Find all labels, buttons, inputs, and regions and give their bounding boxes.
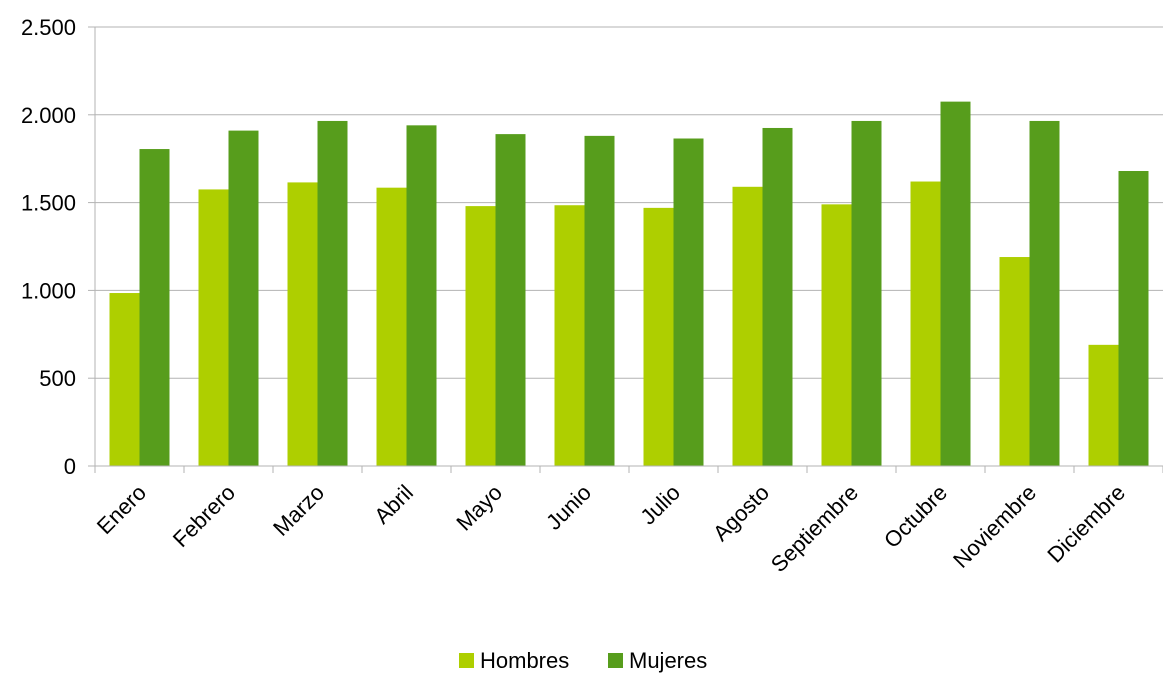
x-tick-label: Junio — [541, 480, 596, 535]
x-tick-label: Julio — [635, 480, 685, 530]
bar-hombres-julio — [643, 207, 674, 467]
bars — [109, 101, 1149, 467]
x-tick-label: Septiembre — [766, 480, 863, 577]
bar-hombres-septiembre — [821, 204, 852, 466]
bar-mujeres-agosto — [762, 127, 793, 466]
bar-mujeres-septiembre — [851, 120, 882, 467]
y-tick-label: 1.000 — [21, 278, 76, 303]
y-tick-labels: 0 500 1.000 1.500 2.000 2.500 — [21, 15, 76, 479]
bar-hombres-diciembre — [1088, 344, 1119, 466]
x-tick-label: Noviembre — [948, 480, 1041, 573]
x-tick-label: Marzo — [268, 480, 329, 541]
x-tick-label: Febrero — [168, 480, 240, 552]
y-tick-label: 1.500 — [21, 191, 76, 216]
legend: Hombres Mujeres — [459, 648, 707, 673]
bar-mujeres-noviembre — [1029, 120, 1060, 467]
bar-mujeres-mayo — [495, 134, 526, 466]
legend-label-hombres: Hombres — [480, 648, 569, 673]
x-tick-label: Agosto — [708, 480, 774, 546]
bar-mujeres-enero — [139, 149, 170, 467]
bar-hombres-noviembre — [999, 257, 1030, 466]
x-tick-label: Abril — [369, 480, 418, 529]
x-tick-label: Enero — [92, 480, 151, 539]
legend-swatch-mujeres — [608, 653, 623, 668]
bar-hombres-mayo — [465, 206, 496, 466]
bar-hombres-marzo — [287, 182, 318, 466]
bar-hombres-abril — [376, 187, 407, 466]
bar-hombres-junio — [554, 205, 585, 466]
bar-mujeres-julio — [673, 138, 704, 467]
bar-mujeres-junio — [584, 135, 615, 466]
x-tick-label: Diciembre — [1042, 480, 1130, 568]
bar-mujeres-abril — [406, 125, 437, 466]
x-tick-label: Octubre — [879, 480, 952, 553]
legend-swatch-hombres — [459, 653, 474, 668]
legend-label-mujeres: Mujeres — [629, 648, 707, 673]
y-tick-label: 2.000 — [21, 103, 76, 128]
x-tick-label: Mayo — [451, 480, 507, 536]
bar-mujeres-febrero — [228, 130, 259, 466]
bar-mujeres-diciembre — [1118, 170, 1149, 466]
x-tick-labels: Enero Febrero Marzo Abril Mayo Junio Julio Agos… — [92, 480, 1130, 577]
grid-lines — [95, 26, 1163, 379]
bar-mujeres-marzo — [317, 120, 348, 467]
y-tick-label: 2.500 — [21, 15, 76, 40]
y-tick-label: 500 — [39, 366, 76, 391]
y-tick-label: 0 — [64, 454, 76, 479]
bar-hombres-agosto — [732, 186, 763, 466]
bar-hombres-febrero — [198, 189, 229, 466]
bar-hombres-octubre — [910, 181, 941, 466]
bar-mujeres-octubre — [940, 101, 971, 466]
bar-hombres-enero — [109, 293, 140, 466]
axes — [88, 26, 1163, 473]
